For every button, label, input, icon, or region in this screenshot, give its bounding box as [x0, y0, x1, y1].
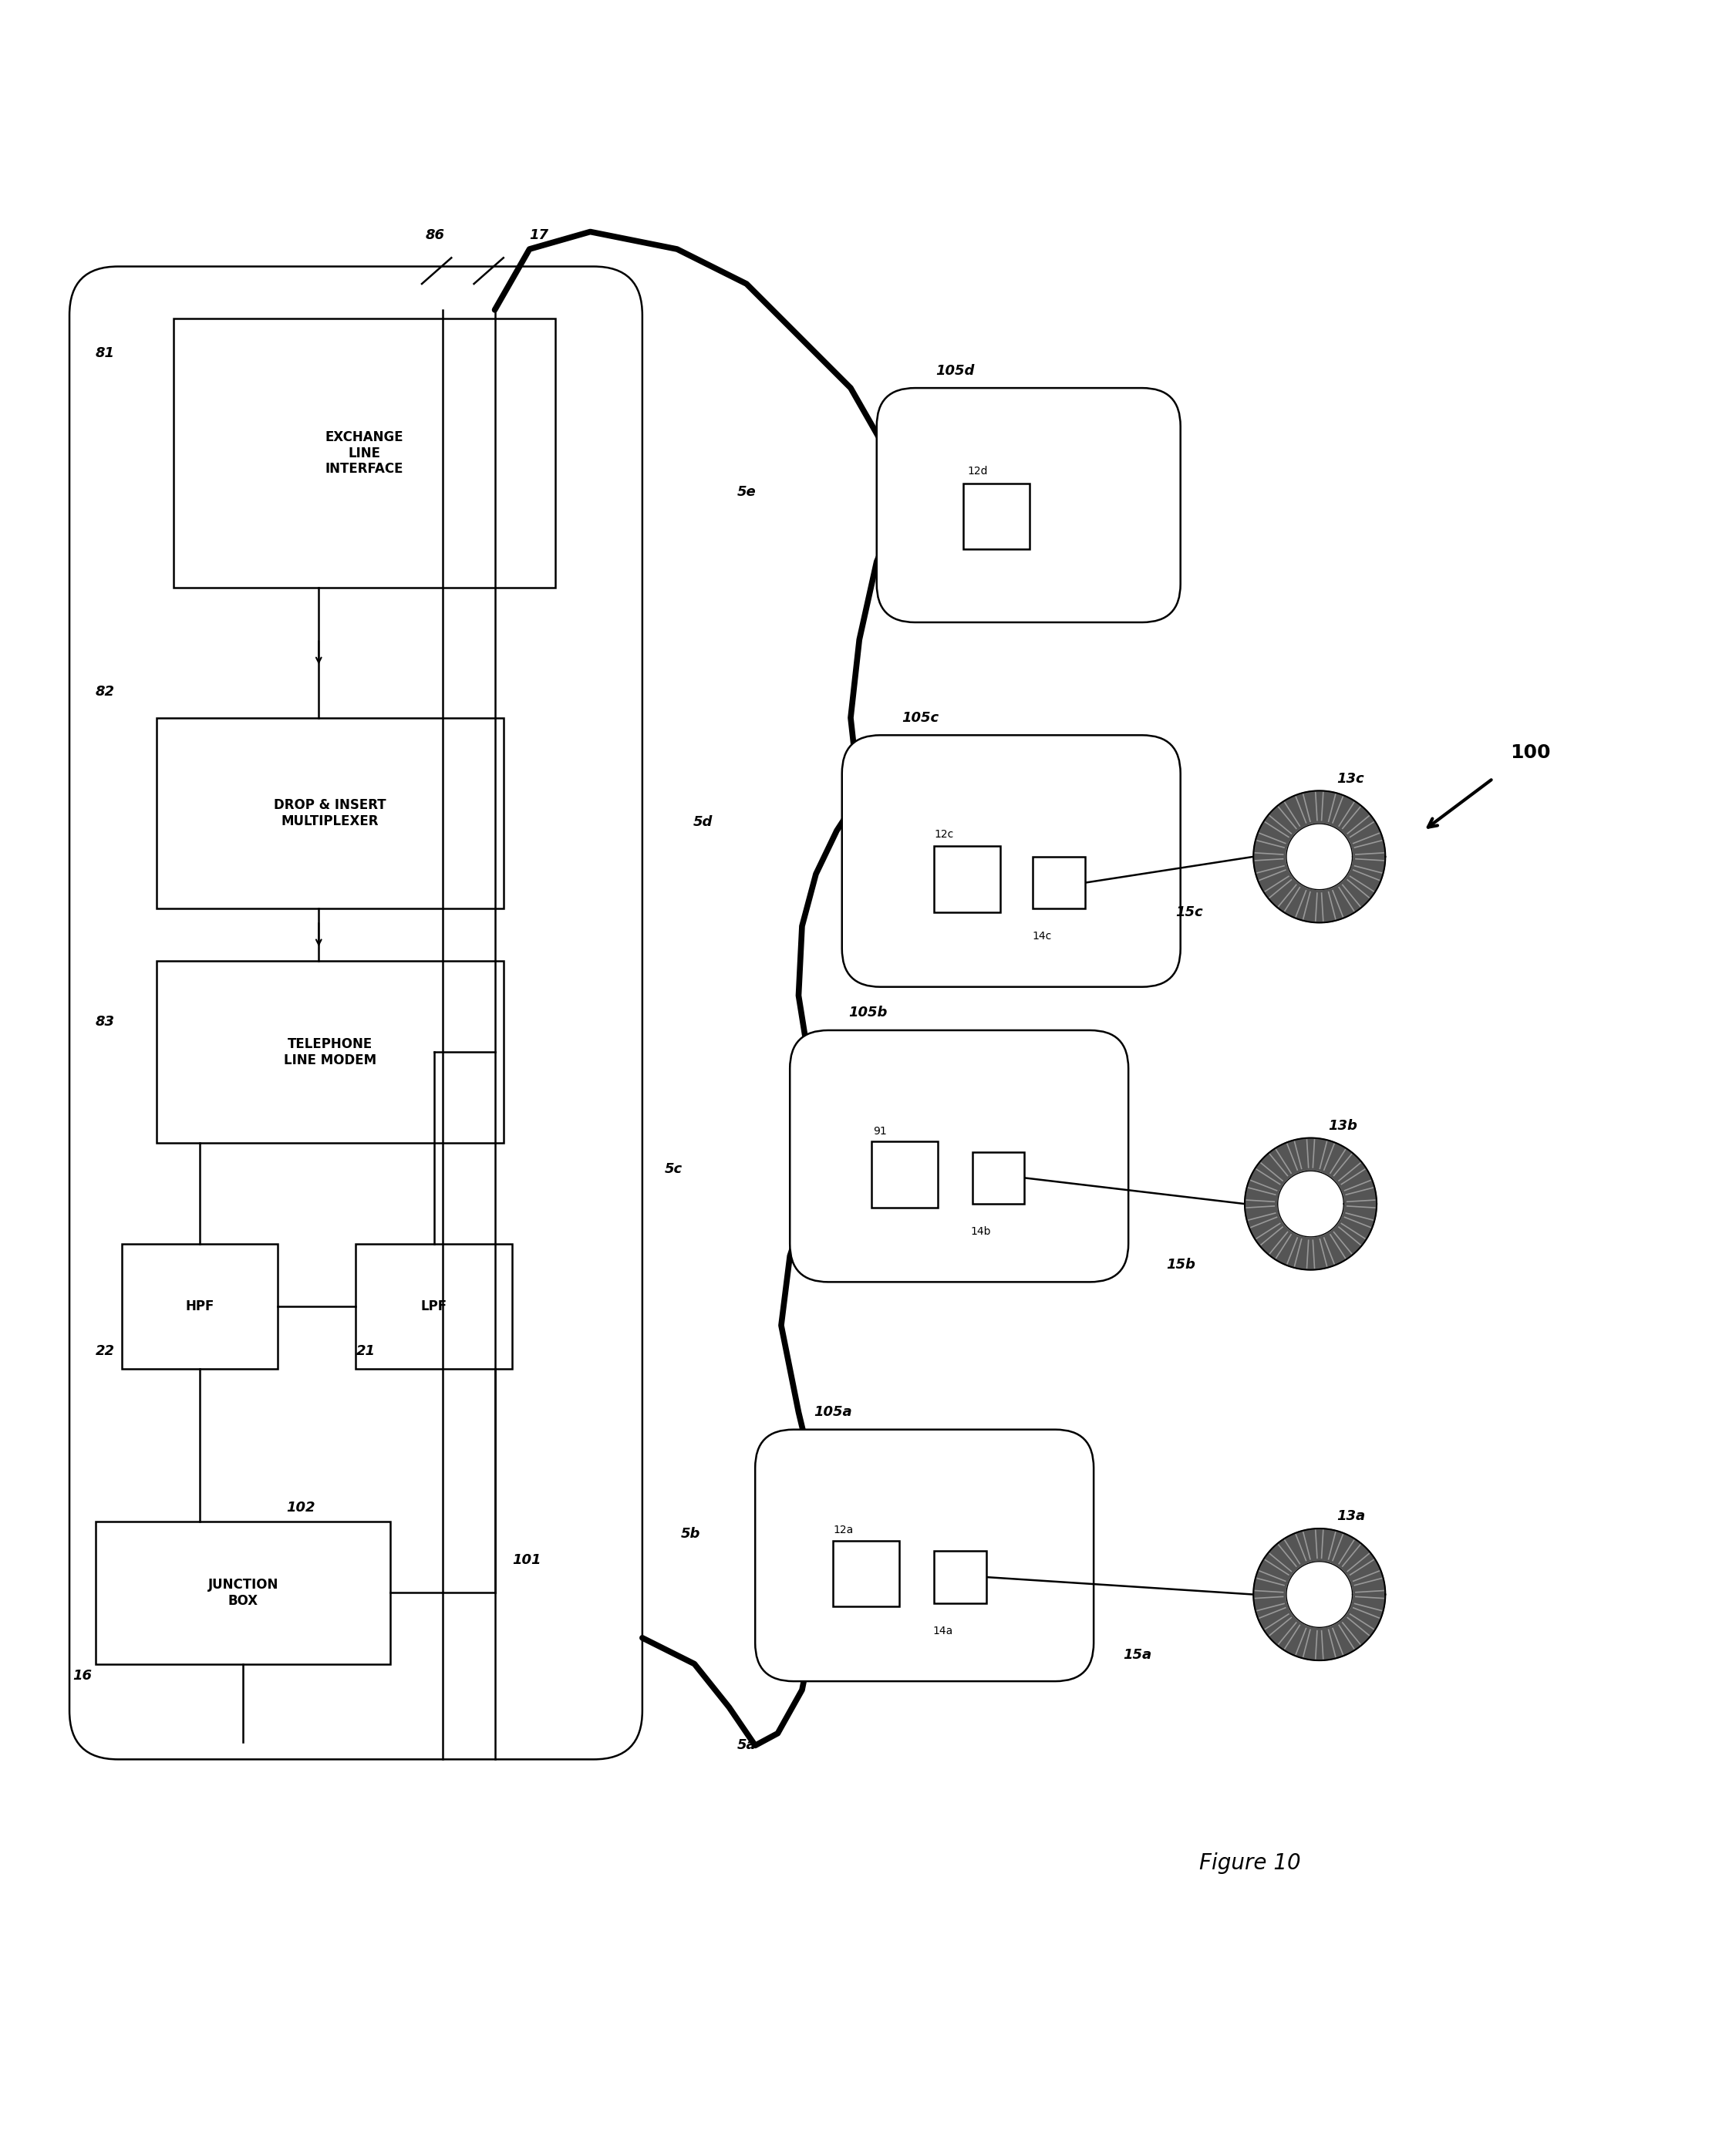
Text: Figure 10: Figure 10: [1200, 1853, 1300, 1874]
FancyBboxPatch shape: [356, 1244, 512, 1370]
Text: 5d: 5d: [693, 816, 713, 829]
Polygon shape: [1286, 824, 1352, 890]
FancyBboxPatch shape: [877, 388, 1180, 622]
FancyBboxPatch shape: [1033, 856, 1085, 910]
Text: 81: 81: [95, 347, 115, 360]
FancyBboxPatch shape: [790, 1031, 1128, 1282]
Polygon shape: [1253, 790, 1385, 922]
Polygon shape: [1245, 1137, 1377, 1269]
Text: 105d: 105d: [936, 364, 974, 377]
FancyBboxPatch shape: [934, 846, 1000, 912]
Text: 102: 102: [286, 1502, 316, 1514]
FancyBboxPatch shape: [95, 1521, 391, 1664]
Text: JUNCTION
BOX: JUNCTION BOX: [208, 1578, 278, 1608]
Text: 101: 101: [512, 1553, 542, 1568]
Text: 15b: 15b: [1167, 1257, 1194, 1272]
Text: 105a: 105a: [814, 1406, 852, 1419]
Text: 105c: 105c: [901, 711, 939, 724]
Polygon shape: [1278, 1172, 1344, 1238]
FancyBboxPatch shape: [842, 735, 1180, 986]
Text: 16: 16: [73, 1670, 92, 1683]
Text: 83: 83: [95, 1014, 115, 1029]
Text: 5b: 5b: [681, 1527, 701, 1540]
Text: 21: 21: [356, 1344, 375, 1359]
Text: 12a: 12a: [833, 1525, 854, 1536]
Text: LPF: LPF: [420, 1299, 448, 1314]
Text: 22: 22: [95, 1344, 115, 1359]
Text: 5c: 5c: [665, 1163, 682, 1176]
FancyBboxPatch shape: [755, 1429, 1094, 1681]
Text: DROP & INSERT
MULTIPLEXER: DROP & INSERT MULTIPLEXER: [274, 799, 385, 829]
Text: 5e: 5e: [738, 486, 755, 498]
FancyBboxPatch shape: [156, 961, 503, 1144]
Text: 13b: 13b: [1328, 1118, 1358, 1133]
Text: 91: 91: [873, 1125, 887, 1137]
Text: 15c: 15c: [1175, 905, 1203, 920]
Text: 100: 100: [1510, 743, 1550, 763]
Text: 13a: 13a: [1337, 1510, 1364, 1523]
Text: 12d: 12d: [967, 466, 988, 477]
FancyBboxPatch shape: [833, 1540, 899, 1606]
Text: 105b: 105b: [849, 1005, 887, 1020]
FancyBboxPatch shape: [69, 266, 642, 1759]
Text: 17: 17: [529, 228, 549, 243]
Text: 14a: 14a: [932, 1625, 953, 1636]
Text: 12c: 12c: [934, 829, 955, 839]
Text: TELEPHONE
LINE MODEM: TELEPHONE LINE MODEM: [283, 1037, 377, 1067]
Polygon shape: [1286, 1561, 1352, 1627]
Text: EXCHANGE
LINE
INTERFACE: EXCHANGE LINE INTERFACE: [325, 430, 404, 477]
Text: 14c: 14c: [1031, 931, 1052, 941]
Text: 86: 86: [425, 228, 444, 243]
FancyBboxPatch shape: [871, 1142, 937, 1208]
Text: 82: 82: [95, 686, 115, 699]
FancyBboxPatch shape: [963, 484, 1029, 550]
Text: 15a: 15a: [1123, 1649, 1151, 1661]
FancyBboxPatch shape: [934, 1551, 986, 1604]
Text: 13c: 13c: [1337, 771, 1364, 786]
FancyBboxPatch shape: [174, 320, 556, 588]
FancyBboxPatch shape: [156, 718, 503, 910]
Text: 14b: 14b: [970, 1227, 991, 1238]
FancyBboxPatch shape: [122, 1244, 278, 1370]
Polygon shape: [1253, 1529, 1385, 1661]
Text: 5a: 5a: [738, 1738, 755, 1753]
FancyBboxPatch shape: [972, 1152, 1024, 1203]
Text: HPF: HPF: [186, 1299, 214, 1314]
